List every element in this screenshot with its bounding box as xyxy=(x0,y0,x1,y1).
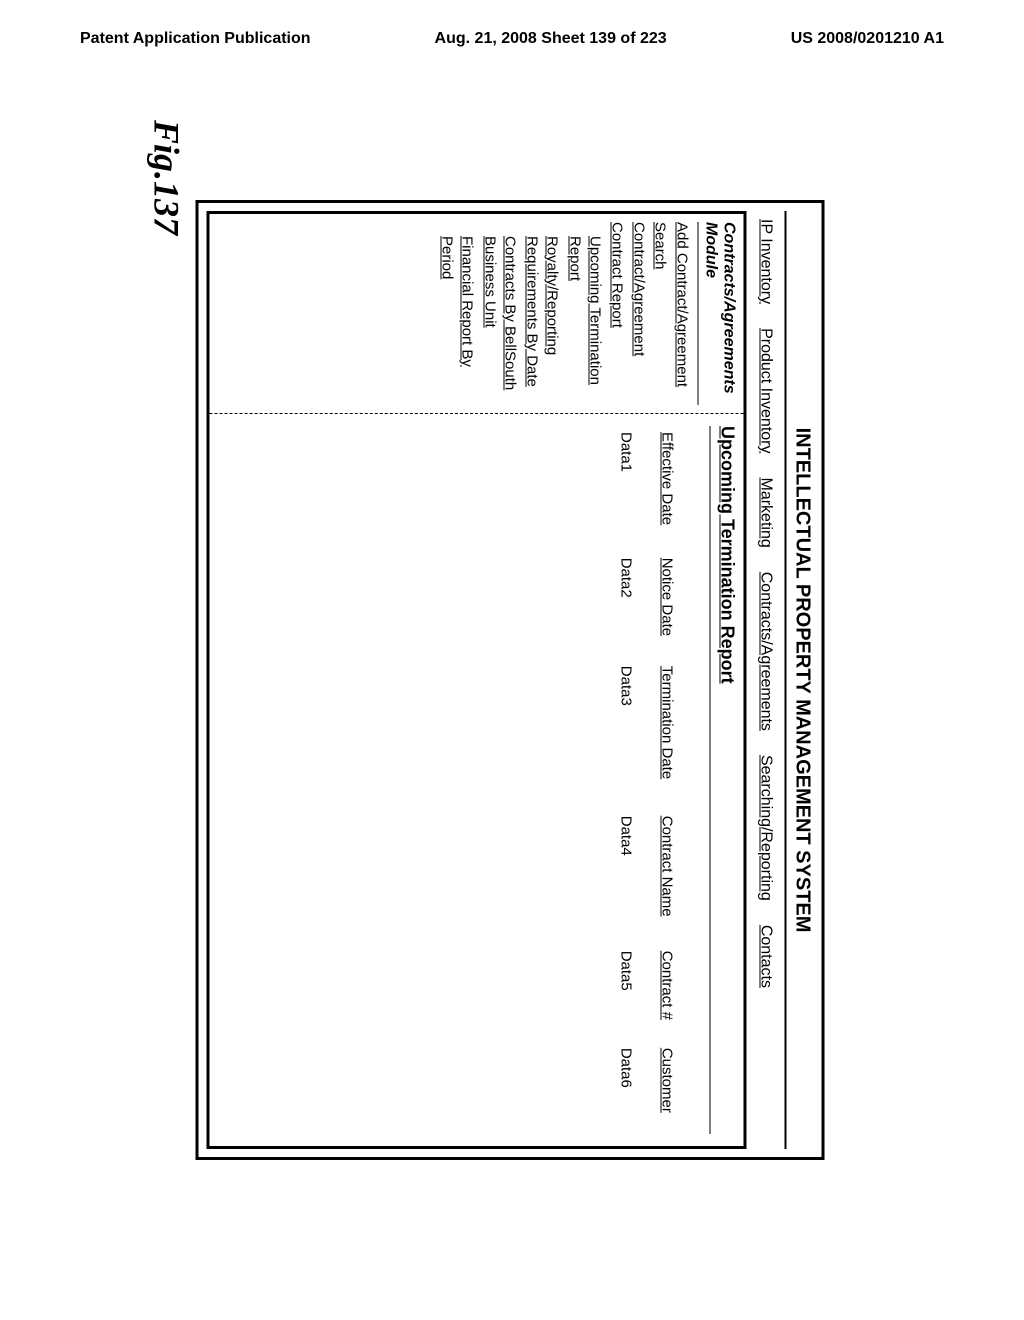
cell-data1: Data1 xyxy=(614,426,639,552)
col-notice-date[interactable]: Notice Date xyxy=(639,552,680,660)
nav-marketing[interactable]: Marketing xyxy=(757,478,775,548)
nav-product-inventory[interactable]: Product Inventory xyxy=(757,328,775,453)
nav-searching-reporting[interactable]: Searching/Reporting xyxy=(757,755,775,901)
col-effective-date[interactable]: Effective Date xyxy=(639,426,680,552)
patent-header: Patent Application Publication Aug. 21, … xyxy=(0,0,1024,58)
sidebar-title: Contracts/Agreements Module xyxy=(697,222,737,405)
header-center: Aug. 21, 2008 Sheet 139 of 223 xyxy=(435,30,667,48)
report-table: Effective Date Notice Date Termination D… xyxy=(614,426,680,1134)
col-contract-name[interactable]: Contract Name xyxy=(639,810,680,945)
main-area: Upcoming Termination Report Effective Da… xyxy=(210,414,744,1146)
header-right: US 2008/0201210 A1 xyxy=(791,30,944,48)
inner-frame: Contracts/Agreements Module Add Contract… xyxy=(207,211,747,1149)
col-contract-number[interactable]: Contract # xyxy=(639,945,680,1042)
cell-data6: Data6 xyxy=(614,1042,639,1134)
cell-data2: Data2 xyxy=(614,552,639,660)
col-customer[interactable]: Customer xyxy=(639,1042,680,1134)
table-row: Data1 Data2 Data3 Data4 Data5 Data6 xyxy=(614,426,639,1134)
cell-data4: Data4 xyxy=(614,810,639,945)
sidebar-contracts-by-bu[interactable]: Contracts By BellSouth Business Unit xyxy=(479,222,520,405)
header-left: Patent Application Publication xyxy=(80,30,311,48)
nav-ip-inventory[interactable]: IP Inventory xyxy=(757,219,775,304)
sidebar-add-contract[interactable]: Add Contract/Agreement xyxy=(671,222,691,405)
nav-contracts-agreements[interactable]: Contracts/Agreements xyxy=(757,572,775,731)
app-window: INTELLECTUAL PROPERTY MANAGEMENT SYSTEM … xyxy=(196,200,825,1160)
sidebar-financial-report[interactable]: Financial Report By Period xyxy=(436,222,477,405)
figure-wrapper: Fig.137 INTELLECTUAL PROPERTY MANAGEMENT… xyxy=(196,200,825,1160)
app-title: INTELLECTUAL PROPERTY MANAGEMENT SYSTEM xyxy=(785,211,822,1149)
sidebar: Contracts/Agreements Module Add Contract… xyxy=(210,214,744,414)
col-termination-date[interactable]: Termination Date xyxy=(639,660,680,810)
sidebar-royalty-reporting[interactable]: Royalty/Reporting Requirements By Date xyxy=(521,222,562,405)
table-header-row: Effective Date Notice Date Termination D… xyxy=(639,426,680,1134)
sidebar-contract-report[interactable]: Contract Report xyxy=(606,222,626,405)
cell-data3: Data3 xyxy=(614,660,639,810)
figure-label: Fig.137 xyxy=(146,120,188,235)
cell-data5: Data5 xyxy=(614,945,639,1042)
sidebar-search-contract[interactable]: Search Contract/Agreement xyxy=(629,222,670,405)
nav-contacts[interactable]: Contacts xyxy=(757,925,775,988)
report-title: Upcoming Termination Report xyxy=(710,426,738,1134)
top-nav: IP Inventory Product Inventory Marketing… xyxy=(747,203,785,1157)
sidebar-upcoming-termination[interactable]: Upcoming Termination Report xyxy=(564,222,605,405)
